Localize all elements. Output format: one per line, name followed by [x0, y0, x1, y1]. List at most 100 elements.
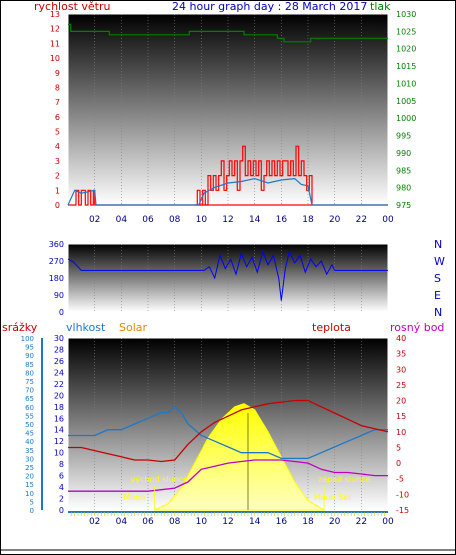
x-tick-label-06: 06 [142, 517, 154, 527]
pressure-tick-1015: 1015 [396, 62, 416, 71]
humidity-tick-0: 0 [59, 506, 64, 515]
temp-tick-15: 15 [396, 412, 406, 421]
x-tick-label-04: 04 [116, 215, 128, 225]
humidity-tick-14: 14 [54, 426, 64, 435]
pressure-tick-990: 990 [396, 149, 411, 158]
precip-tick-20: 20 [25, 473, 34, 481]
x-tick-label-02: 02 [89, 215, 100, 225]
x-tick-label-14: 14 [249, 215, 261, 225]
x-tick-label-02: 02 [89, 517, 100, 527]
pressure-tick-1020: 1020 [396, 45, 416, 54]
series-gust_day [194, 145, 313, 206]
precip-tick-65: 65 [25, 395, 34, 403]
humidity-tick-24: 24 [54, 368, 64, 377]
humidity-tick-22: 22 [54, 380, 64, 389]
temp-tick-10: 10 [396, 428, 406, 437]
pressure-tick-1010: 1010 [396, 79, 416, 88]
precip-tick-50: 50 [25, 421, 34, 429]
x-tick-label-16: 16 [276, 215, 288, 225]
direction-tick-180: 180 [49, 274, 64, 283]
humidity-tick-20: 20 [54, 391, 64, 400]
wind-speed-tick-8: 8 [55, 83, 60, 92]
x-tick-label-22: 22 [356, 517, 367, 527]
temp-tick-30: 30 [396, 365, 406, 374]
precip-tick-75: 75 [25, 378, 34, 386]
x-tick-label-16: 16 [276, 517, 288, 527]
pressure-tick-1000: 1000 [396, 114, 416, 123]
x-tick-label-06: 06 [142, 215, 154, 225]
moonset-annotation: Moon Set [314, 493, 351, 502]
pressure-tick-980: 980 [396, 184, 411, 193]
x-tick-label-08: 08 [169, 517, 181, 527]
wind-speed-tick-12: 12 [50, 25, 60, 34]
precip-tick-15: 15 [25, 481, 34, 489]
wind-pressure-panel: 0 12 3 4 5 6 7 8 9 10 11 12 13 975 980 985 990 995 1000 1 00… [50, 10, 417, 225]
wind-speed-tick-11: 11 [50, 39, 60, 48]
sunrise-annotation: východ slunce [131, 475, 188, 484]
temp-tick-0: 0 [396, 459, 401, 468]
x-tick-label-14: 14 [249, 517, 261, 527]
wind-speed-tick-6: 6 [55, 113, 60, 122]
temp-tick-25: 25 [396, 381, 406, 390]
temp-tick--15: -15 [396, 506, 409, 515]
solar-label: Solar [119, 321, 148, 334]
precip-tick-55: 55 [25, 412, 34, 420]
pressure-tick-995: 995 [396, 132, 411, 141]
compass-label-1: W [434, 255, 445, 268]
series-temperature [68, 399, 389, 463]
humidity-tick-2: 2 [59, 495, 64, 504]
precip-tick-40: 40 [25, 438, 34, 446]
series-solar [154, 403, 326, 511]
x-tick-label-18: 18 [302, 215, 314, 225]
wind-speed-tick-1: 1 [55, 186, 60, 195]
wind-speed-tick-5: 5 [55, 128, 60, 137]
precip-label: srážky [2, 321, 38, 334]
x-tick-label-04: 04 [116, 517, 128, 527]
temp-tick--5: -5 [396, 475, 404, 484]
pressure-tick-975: 975 [396, 201, 411, 210]
precip-tick-85: 85 [25, 361, 34, 369]
temp-tick-35: 35 [396, 350, 406, 359]
compass-label-0: N [434, 238, 442, 251]
x-tick-label-00: 00 [382, 517, 394, 527]
humidity-tick-4: 4 [59, 483, 64, 492]
humidity-tick-30: 30 [54, 334, 64, 343]
wind-speed-tick-0: 0 [55, 201, 60, 210]
temp-tick-20: 20 [396, 397, 406, 406]
moonrise-annotation: Moon [123, 493, 145, 502]
wind-speed-tick-2: 2 [55, 172, 60, 181]
pressure-label: tlak [370, 0, 391, 13]
pressure-tick-1025: 1025 [396, 27, 416, 36]
direction-tick-0: 0 [59, 308, 64, 317]
temp-tick--10: -10 [396, 490, 409, 499]
direction-tick-90: 90 [54, 291, 64, 300]
x-tick-label-20: 20 [329, 517, 341, 527]
sunset-annotation: západ slunce [318, 475, 371, 484]
precip-tick-10: 10 [25, 490, 34, 498]
x-tick-label-12: 12 [222, 517, 233, 527]
temperature-label: teplota [312, 321, 351, 334]
precip-tick-45: 45 [25, 430, 34, 438]
compass-label-3: E [434, 289, 441, 302]
x-tick-label-12: 12 [222, 215, 233, 225]
x-tick-label-10: 10 [196, 215, 208, 225]
x-tick-label-08: 08 [169, 215, 181, 225]
precip-tick-0: 0 [30, 507, 34, 515]
x-tick-label-00: 00 [382, 215, 394, 225]
wind-speed-tick-13: 13 [50, 10, 60, 19]
x-tick-label-10: 10 [196, 517, 208, 527]
wind-speed-tick-9: 9 [55, 69, 60, 78]
precip-tick-100: 100 [21, 335, 34, 343]
wind-speed-tick-4: 4 [55, 142, 60, 151]
humidity-tick-18: 18 [54, 403, 64, 412]
wind-speed-tick-7: 7 [55, 98, 60, 107]
series-avg [67, 177, 388, 206]
temp-tick-40: 40 [396, 334, 406, 343]
pressure-tick-1030: 1030 [396, 10, 416, 19]
wind-speed-tick-3: 3 [55, 157, 60, 166]
pressure-tick-985: 985 [396, 166, 411, 175]
humidity-tick-8: 8 [59, 460, 64, 469]
humidity-tick-16: 16 [54, 414, 64, 423]
